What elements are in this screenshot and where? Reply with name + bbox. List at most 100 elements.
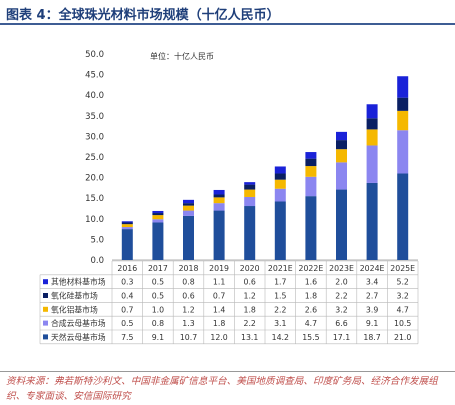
- legend-swatch: [43, 320, 48, 326]
- bar-segment: [336, 162, 347, 190]
- legend-swatch: [43, 293, 48, 298]
- data-label: 1.5: [274, 292, 286, 301]
- data-label: 0.5: [152, 292, 164, 301]
- legend-swatch: [43, 334, 48, 340]
- y-tick-label: 5.0: [90, 235, 104, 245]
- data-label: 0.8: [182, 278, 194, 287]
- legend-swatch: [43, 279, 48, 285]
- data-label: 0.7: [121, 305, 133, 314]
- bar-segment: [397, 97, 409, 111]
- x-tick-label: 2021E: [268, 264, 293, 273]
- data-label: 1.8: [213, 319, 225, 328]
- y-tick-label: 25.0: [85, 153, 104, 163]
- data-label: 3.1: [274, 319, 286, 328]
- y-tick-label: 15.0: [85, 194, 104, 204]
- data-label: 0.4: [121, 292, 133, 301]
- bar-segment: [152, 213, 164, 216]
- bar-segment: [183, 210, 194, 216]
- y-tick-label: 45.0: [85, 71, 104, 81]
- x-tick-label: 2025E: [390, 264, 415, 273]
- bar-segment: [121, 229, 133, 260]
- bar-segment: [336, 131, 347, 141]
- data-label: 2.6: [305, 305, 317, 314]
- y-tick-label: 50.0: [85, 50, 104, 60]
- data-label: 3.9: [366, 305, 378, 314]
- legend-label: 氧化硅基市场: [51, 291, 98, 301]
- data-label: 2.2: [335, 292, 347, 301]
- bar-segment: [305, 176, 317, 197]
- bar-segment: [336, 149, 347, 163]
- bar-segment: [366, 118, 378, 130]
- data-label: 1.0: [152, 305, 164, 314]
- bar-segment: [336, 140, 347, 150]
- data-label: 2.2: [274, 305, 286, 314]
- data-label: 4.7: [305, 319, 317, 328]
- data-label: 1.7: [274, 278, 286, 287]
- bar-segment: [336, 189, 347, 260]
- bar-segment: [366, 129, 378, 146]
- data-label: 1.2: [243, 292, 255, 301]
- bar-segment: [244, 196, 256, 207]
- bar-segment: [121, 221, 133, 223]
- data-label: 15.5: [302, 333, 319, 342]
- data-label: 1.4: [213, 305, 225, 314]
- data-label: 3.4: [366, 278, 378, 287]
- data-label: 0.6: [243, 278, 255, 287]
- bar-segment: [366, 145, 378, 183]
- bar-segment: [183, 203, 194, 206]
- bar-segment: [366, 104, 378, 119]
- data-label: 12.0: [210, 333, 227, 342]
- x-tick-label: 2018: [179, 264, 199, 273]
- bar-segment: [305, 196, 317, 260]
- bar-segment: [274, 166, 286, 174]
- x-tick-label: 2020: [240, 264, 260, 273]
- bar-segment: [305, 158, 317, 167]
- x-tick-label: 2023E: [329, 264, 354, 273]
- x-tick-label: 2019: [209, 264, 229, 273]
- bar-segment: [397, 173, 409, 260]
- data-label: 10.7: [180, 333, 197, 342]
- bar-segment: [397, 76, 409, 98]
- bar-segment: [274, 179, 286, 189]
- data-label: 1.1: [213, 278, 225, 287]
- bar-segment: [244, 206, 256, 260]
- legend-swatch: [43, 306, 48, 312]
- bar-segment: [213, 203, 225, 211]
- y-tick-label: 20.0: [85, 174, 104, 184]
- y-tick-label: 40.0: [85, 91, 104, 101]
- bar-segment: [183, 215, 194, 260]
- data-label: 13.1: [241, 333, 258, 342]
- data-label: 0.7: [213, 292, 225, 301]
- data-label: 1.8: [305, 292, 317, 301]
- stacked-bar-chart: 单位：十亿人民币 0.0 5.0 10.0 15.0 20.0 25.0 30.0 35.0 40…: [39, 50, 419, 345]
- data-label: 2.2: [243, 319, 255, 328]
- x-tick-label: 2016: [117, 264, 137, 273]
- bar-segment: [183, 199, 194, 204]
- x-tick-label: 2022E: [299, 264, 324, 273]
- data-label: 1.3: [182, 319, 194, 328]
- x-tick-label: 2017: [148, 264, 168, 273]
- bar-segment: [397, 110, 409, 131]
- legend-label: 氧化铝基市场: [51, 304, 98, 314]
- x-tick-label: 2024E: [360, 264, 385, 273]
- unit-note: 单位：十亿人民币: [150, 51, 214, 61]
- legend-label: 其他材料基市场: [51, 277, 106, 287]
- legend-label: 天然云母基市场: [51, 332, 106, 342]
- bar-segment: [121, 227, 133, 230]
- bar-segment: [152, 219, 164, 223]
- bar-segment: [152, 210, 164, 214]
- data-label: 10.5: [394, 319, 411, 328]
- data-label: 2.7: [366, 292, 378, 301]
- data-label: 0.8: [152, 319, 164, 328]
- y-tick-label: 0.0: [90, 256, 104, 266]
- data-label: 0.5: [152, 278, 164, 287]
- bar-segment: [213, 194, 225, 198]
- y-tick-label: 30.0: [85, 132, 104, 142]
- data-label: 1.6: [305, 278, 317, 287]
- y-tick-label: 35.0: [85, 112, 104, 122]
- source-divider: [0, 371, 455, 372]
- data-label: 3.2: [396, 292, 408, 301]
- bar-segment: [305, 166, 317, 177]
- data-label: 6.6: [335, 319, 347, 328]
- data-label: 14.2: [272, 333, 289, 342]
